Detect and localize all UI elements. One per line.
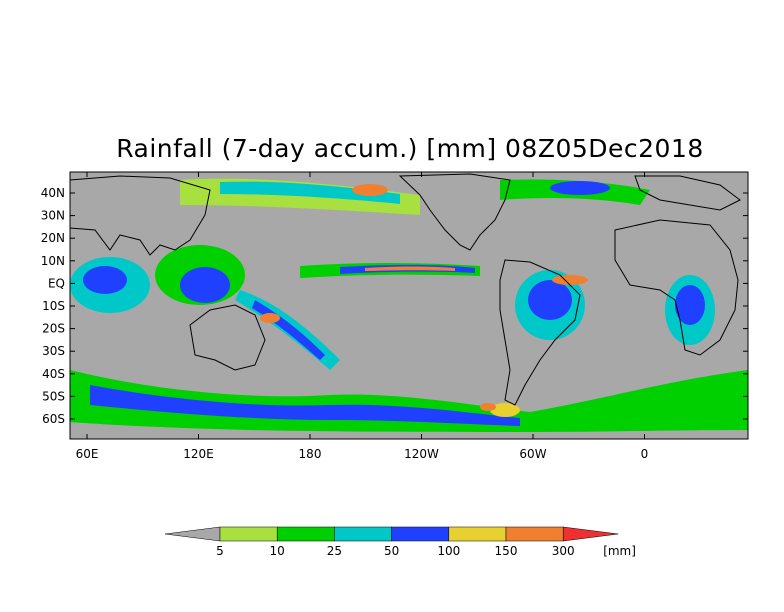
rain-north-atlantic-core — [550, 181, 610, 195]
rain-africa-core — [675, 285, 705, 325]
colorbar-tick-label: 5 — [216, 544, 224, 558]
lon-label: 60W — [519, 447, 546, 461]
rainfall-field — [70, 173, 748, 432]
latitude-axis: 40N 30N 20N 10N EQ 10S 20S 30S 40S 50S 60S — [41, 186, 748, 426]
colorbar-unit-label: [mm] — [603, 544, 636, 558]
coast-australia — [189, 304, 266, 371]
lon-label: 120W — [404, 447, 439, 461]
lat-label: 50S — [42, 389, 65, 403]
colorbar-tick-label: 300 — [552, 544, 575, 558]
coast-north-america — [398, 173, 511, 251]
rain-band-itcz-peak — [365, 266, 455, 271]
lat-label: 30S — [42, 344, 65, 358]
rain-amazon-core — [528, 280, 572, 320]
colorbar-low-triangle — [164, 526, 221, 542]
coast-europe — [634, 175, 741, 211]
rain-indian-ocean-core — [83, 266, 127, 294]
rain-southern-peak — [490, 403, 520, 417]
colorbar-high-triangle — [562, 526, 619, 542]
colorbar-tick-label: 10 — [270, 544, 285, 558]
lat-label: 10S — [42, 299, 65, 313]
lat-label: 20N — [41, 231, 65, 245]
coast-south-america — [499, 259, 581, 406]
lat-label: 10N — [41, 254, 65, 268]
rain-southern-track-core — [90, 385, 520, 426]
map-title: Rainfall (7-day accum.) [mm] 08Z05Dec201… — [116, 134, 704, 163]
colorbar-tick-label: 150 — [495, 544, 518, 558]
colorbar-segment — [219, 526, 278, 542]
lon-label: 180 — [299, 447, 322, 461]
lon-label: 120E — [183, 447, 214, 461]
colorbar-segment — [505, 526, 564, 542]
lat-label: 20S — [42, 322, 65, 336]
rain-amazon-peak — [552, 275, 588, 285]
rain-southern-peak-2 — [480, 403, 496, 411]
lat-label: 40N — [41, 186, 65, 200]
colorbar-segment — [448, 526, 507, 542]
rain-north-pacific-core — [220, 181, 400, 204]
rain-spcz-peak — [260, 313, 280, 323]
lon-label: 0 — [641, 447, 649, 461]
coastlines — [70, 173, 741, 406]
colorbar-segment — [276, 526, 335, 542]
lon-label: 60E — [76, 447, 99, 461]
colorbar-segment — [391, 526, 450, 542]
colorbar: 5 10 25 50 100 150 300 [mm] — [164, 526, 636, 558]
coast-africa — [614, 219, 739, 356]
coast-asia — [70, 175, 211, 256]
colorbar-tick-label: 50 — [384, 544, 399, 558]
longitude-axis: 60E 120E 180 120W 60W 0 — [76, 172, 649, 461]
rain-maritime-core — [180, 267, 230, 303]
rain-north-pacific-peak — [352, 184, 388, 196]
lat-label: EQ — [48, 276, 65, 290]
colorbar-tick-label: 100 — [437, 544, 460, 558]
lat-label: 30N — [41, 209, 65, 223]
lat-label: 60S — [42, 412, 65, 426]
colorbar-segment — [334, 526, 392, 542]
lat-label: 40S — [42, 367, 65, 381]
colorbar-tick-label: 25 — [327, 544, 342, 558]
